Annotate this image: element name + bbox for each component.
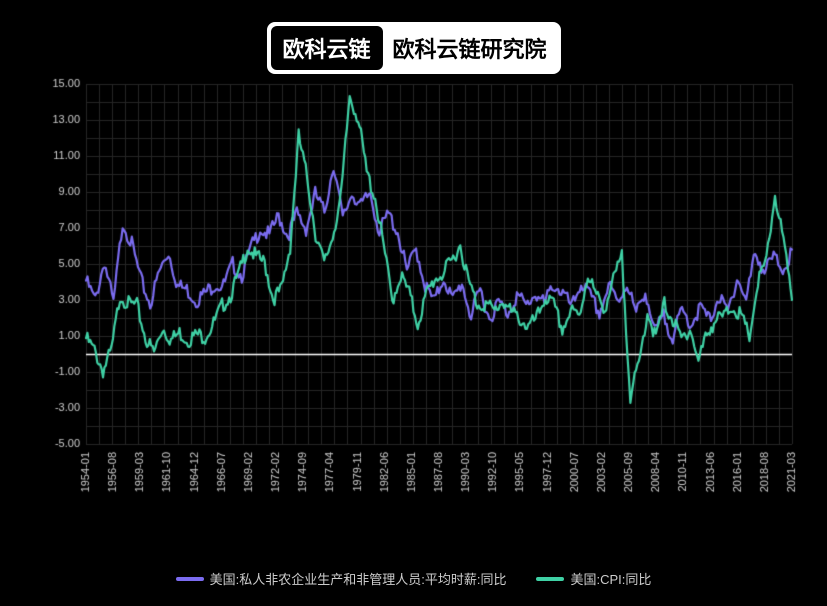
legend: 美国:私人非农企业生产和非管理人员:平均时薪:同比 美国:CPI:同比	[0, 569, 827, 588]
legend-label-cpi: 美国:CPI:同比	[570, 569, 651, 588]
line-chart	[30, 76, 800, 516]
legend-swatch-wages	[176, 577, 204, 581]
header-badge: 欧科云链 欧科云链研究院	[266, 22, 560, 74]
badge-light: 欧科云链研究院	[393, 32, 547, 64]
chart-container	[30, 76, 800, 516]
badge-dark: 欧科云链	[270, 26, 382, 70]
legend-swatch-cpi	[536, 577, 564, 581]
legend-item-cpi: 美国:CPI:同比	[536, 569, 651, 588]
legend-item-wages: 美国:私人非农企业生产和非管理人员:平均时薪:同比	[176, 569, 507, 588]
legend-label-wages: 美国:私人非农企业生产和非管理人员:平均时薪:同比	[210, 569, 507, 588]
